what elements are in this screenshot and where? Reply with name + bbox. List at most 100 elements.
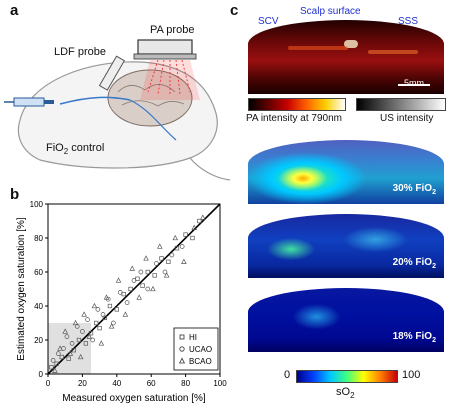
data-point-ucao: [117, 290, 123, 295]
data-point-bcao: [115, 277, 122, 283]
data-point-ucao: [64, 334, 70, 339]
data-point-hi: [152, 273, 157, 278]
data-point-ucao: [55, 351, 61, 356]
data-point-ucao: [131, 278, 137, 283]
data-point-bcao: [91, 302, 98, 309]
data-point-ucao: [50, 358, 56, 363]
data-point-hi: [59, 354, 64, 360]
data-point-ucao: [124, 300, 130, 305]
data-point-bcao: [62, 328, 68, 334]
x-tick-label: 20: [78, 379, 87, 388]
legend-marker: [179, 334, 185, 340]
data-point-hi: [83, 341, 88, 346]
syringe-icon: [13, 97, 45, 107]
legend-marker: [179, 346, 185, 352]
data-point-bcao: [136, 294, 142, 300]
x-tick-label: 100: [213, 379, 227, 388]
data-point-ucao: [90, 337, 96, 343]
panel-label-b: b: [10, 186, 20, 203]
scv-annotation: SCV: [258, 16, 279, 27]
data-point-hi: [128, 286, 133, 292]
x-axis-label: Measured oxygen saturation [%]: [62, 393, 206, 404]
data-point-hi: [88, 331, 94, 336]
y-tick-label: 60: [34, 268, 43, 277]
data-point-bcao: [150, 285, 156, 292]
data-point-bcao: [67, 350, 74, 356]
pa-probe-label: PA probe: [150, 24, 195, 36]
x-tick-label: 0: [46, 379, 51, 388]
ldf-probe-label: LDF probe: [54, 46, 106, 58]
data-point-ucao: [111, 320, 116, 326]
data-point-hi: [66, 356, 71, 361]
data-point-hi: [135, 276, 140, 281]
data-point-bcao: [129, 265, 136, 271]
x-tick-label: 40: [112, 379, 121, 388]
y-tick-label: 0: [39, 370, 44, 379]
data-point-hi: [49, 365, 54, 370]
data-point-ucao: [154, 261, 159, 266]
data-point-ucao: [138, 269, 144, 275]
sss-annotation: SSS: [398, 16, 419, 27]
data-point-hi: [76, 337, 82, 343]
panel-label-c: c: [230, 2, 239, 19]
data-point-bcao: [86, 333, 93, 339]
so2-map-20: 20% FiO2: [248, 214, 444, 278]
data-point-ucao: [85, 317, 90, 322]
data-point-hi: [183, 232, 188, 237]
y-tick-label: 40: [34, 302, 43, 311]
so2-map-18: 18% FiO2: [248, 288, 444, 352]
rat-setup-illustration: [4, 39, 231, 181]
data-point-bcao: [103, 294, 110, 300]
x-tick-label: 60: [147, 379, 156, 388]
data-point-bcao: [181, 258, 187, 264]
data-point-ucao: [100, 312, 106, 317]
legend-label: HI: [189, 333, 197, 342]
pa-us-image: [248, 20, 444, 94]
so2-map-30-label: 30% FiO2: [392, 183, 436, 196]
data-point-hi: [54, 361, 59, 366]
data-point-hi: [94, 320, 99, 326]
y-axis-label: Estimated oxygen saturation [%]: [16, 217, 27, 361]
so2-colorbar-label: sO2: [336, 386, 355, 401]
us-colorbar-label: US intensity: [380, 113, 434, 124]
data-point-hi: [71, 348, 76, 353]
scale-bar-label: 5mm: [404, 78, 424, 88]
data-point-bcao: [81, 311, 87, 317]
data-point-hi: [197, 218, 202, 224]
data-point-ucao: [162, 269, 168, 275]
data-point-ucao: [69, 341, 75, 346]
data-point-bcao: [108, 323, 115, 329]
data-point-bcao: [122, 311, 129, 317]
ldf-probe-icon: [98, 55, 126, 91]
data-point-bcao: [172, 234, 179, 241]
data-point-bcao: [72, 319, 79, 326]
fit-line: [47, 203, 221, 375]
us-colorbar: [356, 98, 446, 111]
data-point-hi: [145, 269, 150, 275]
so2-colorbar-min: 0: [284, 369, 291, 381]
data-point-hi: [107, 303, 113, 309]
legend-label: UCAO: [189, 345, 212, 354]
plot-frame: [47, 203, 221, 375]
x-tick-label: 80: [181, 379, 190, 388]
fio2-control-label: FiO2 control: [46, 142, 105, 157]
so2-colorbar-max: 100: [402, 369, 421, 381]
data-point-ucao: [145, 286, 151, 292]
data-point-ucao: [80, 329, 85, 334]
data-point-bcao: [200, 214, 206, 220]
data-point-bcao: [157, 243, 163, 249]
y-tick-label: 20: [34, 336, 43, 345]
data-point-ucao: [95, 307, 101, 312]
panel-label-a: a: [10, 2, 19, 19]
data-point-hi: [121, 291, 126, 297]
data-point-hi: [140, 283, 145, 288]
data-point-bcao: [98, 340, 105, 346]
legend-label: BCAO: [189, 357, 212, 366]
data-point-hi: [114, 307, 119, 312]
data-point-hi: [166, 259, 171, 264]
y-tick-label: 100: [30, 200, 44, 209]
data-point-hi: [97, 325, 102, 331]
pa-probe-icon: [137, 39, 193, 55]
data-point-bcao: [57, 345, 63, 351]
y-tick-label: 80: [34, 234, 43, 243]
